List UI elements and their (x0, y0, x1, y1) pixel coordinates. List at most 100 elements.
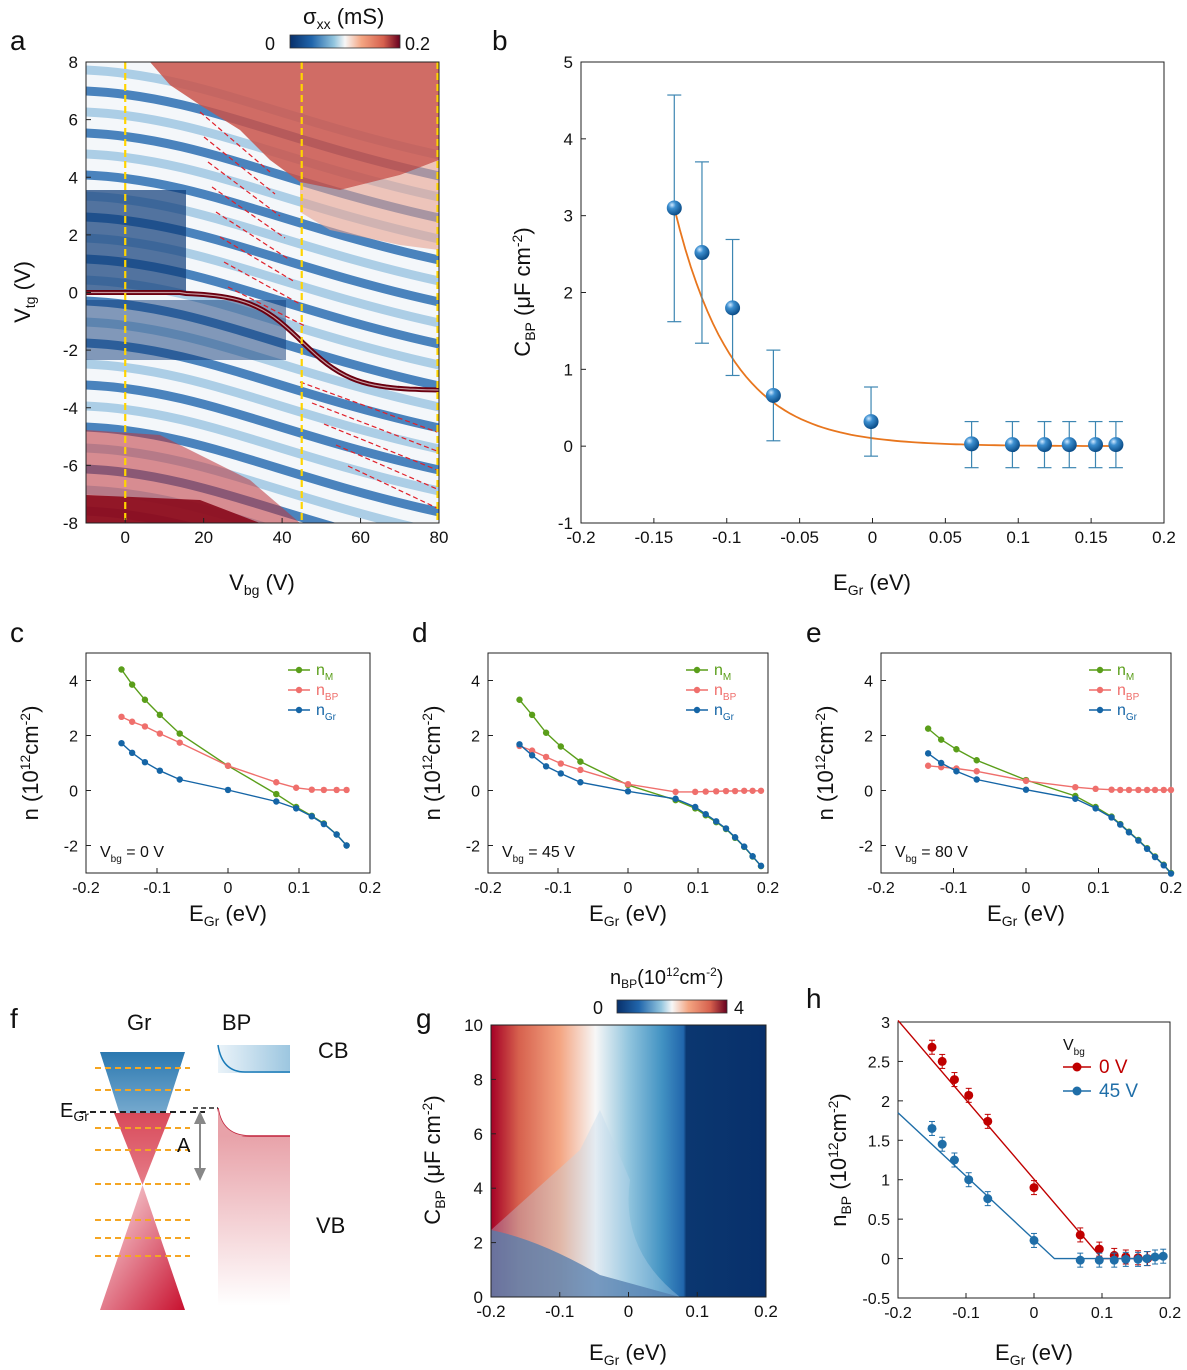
ll-stripe (86, 170, 439, 265)
data-point-c (308, 813, 315, 820)
schematic-bp-label: BP (222, 1010, 251, 1035)
data-point-d (702, 788, 709, 795)
y-tick-label-e: 4 (864, 674, 873, 691)
data-point-d (713, 788, 720, 795)
data-point-d (577, 779, 584, 786)
data-point-h (927, 1123, 937, 1133)
data-point-h (949, 1075, 959, 1085)
panel-label-d: d (412, 617, 428, 648)
x-axis-label-c: EGr (eV) (189, 901, 267, 929)
annotation-d: Vbg = 45 V (502, 844, 575, 865)
legend-label-c: nGr (316, 702, 337, 723)
legend-marker-h (1072, 1062, 1082, 1072)
data-point-c (128, 749, 136, 757)
data-point-b (765, 387, 781, 403)
x-tick-label-b: -0.2 (566, 528, 595, 547)
legend-marker-e (1096, 686, 1104, 694)
data-point-d (557, 743, 564, 750)
data-point-c (118, 666, 125, 673)
data-point-e (1151, 786, 1159, 794)
x-tick-label-c: 0 (224, 880, 233, 897)
x-tick-label-b: -0.1 (712, 528, 741, 547)
annotation-c: Vbg = 0 V (100, 844, 164, 865)
ll-stripe (86, 401, 439, 496)
x-tick-label-b: 0.15 (1075, 528, 1108, 547)
series-line-e-BP (928, 765, 1171, 791)
data-point-d (692, 803, 699, 811)
offset-a-label: A (177, 1135, 191, 1157)
legend-marker-d (693, 666, 701, 674)
legend-label-c: nBP (316, 682, 339, 703)
legend-label-d: nM (714, 662, 731, 683)
x-tick-label-g: 0 (624, 1302, 633, 1321)
data-point-h (1094, 1255, 1104, 1265)
data-point-e (1125, 786, 1133, 794)
x-axis-label-e: EGr (eV) (987, 901, 1065, 929)
x-tick-label-b: 0.2 (1152, 528, 1176, 547)
x-tick-label-h: -0.2 (884, 1305, 912, 1322)
legend-marker-d (693, 706, 701, 714)
y-tick-label-h: 1.5 (868, 1133, 890, 1150)
y-tick-label-b: 1 (564, 360, 573, 379)
x-axis-label-h: EGr (eV) (995, 1340, 1073, 1368)
data-point-h (1075, 1255, 1085, 1265)
data-point-c (141, 723, 149, 730)
data-point-c (343, 786, 350, 794)
y-tick-label-b: 3 (564, 207, 573, 226)
data-point-c (156, 767, 164, 774)
data-point-c (118, 740, 125, 747)
data-point-e (1167, 870, 1175, 877)
series-line-d-BP (519, 745, 761, 793)
y-tick-label-h: 1 (881, 1173, 890, 1190)
heatmap-a-bottom-dark-red (86, 495, 260, 523)
data-point-c (176, 739, 183, 746)
y-tick-label-d: 0 (471, 784, 480, 801)
data-point-c (128, 681, 136, 688)
data-point-h (1109, 1255, 1119, 1265)
y-tick-label-a: 4 (69, 168, 78, 187)
data-point-c (273, 790, 280, 798)
data-point-c (308, 786, 315, 793)
data-point-e (1167, 786, 1175, 794)
y-tick-label-h: 0.5 (868, 1212, 890, 1229)
x-tick-label-e: 0 (1022, 880, 1031, 897)
y-tick-label-a: 6 (69, 111, 78, 130)
data-point-e (973, 776, 980, 783)
fit-curve-b (673, 207, 1116, 447)
schematic-vb-label: VB (316, 1213, 345, 1238)
colorbar-g-min: 0 (593, 998, 603, 1018)
legend-marker-d (693, 686, 701, 694)
data-point-h (1150, 1252, 1160, 1262)
y-axis-label-e: n (1012cm-2) (812, 706, 838, 821)
dirac-cone-lower (100, 1185, 185, 1310)
colorbar-a (289, 34, 401, 49)
x-tick-label-c: 0.1 (288, 880, 310, 897)
legend-label-d: nGr (714, 702, 735, 723)
x-tick-label-c: -0.1 (143, 880, 171, 897)
data-point-d (542, 763, 550, 770)
x-tick-label-d: -0.2 (474, 880, 502, 897)
data-point-e (937, 759, 945, 767)
y-axis-label-h: nBP (1012cm-2) (825, 1093, 854, 1227)
data-point-h (983, 1116, 993, 1126)
colorbar-g-label: nBP(1012cm-2) (610, 965, 723, 991)
data-point-e (1072, 795, 1079, 802)
ll-stripe (86, 380, 439, 475)
data-point-d (528, 752, 536, 759)
data-point-c (320, 820, 328, 828)
data-point-b (1004, 437, 1020, 453)
red-dash-line (215, 211, 291, 261)
panel-g-heatmap: nBP(1012cm-2) 0 4 -0.2 -0.1 0 0.1 0.2 0 2 4 6 8 10… (419, 965, 778, 1368)
y-tick-label-e: 0 (864, 784, 873, 801)
legend-marker-c (295, 686, 303, 694)
data-point-e (1160, 786, 1167, 794)
data-point-c (141, 758, 149, 766)
colorbar-g (616, 999, 728, 1014)
heatmap-a-upper-pink-region (300, 160, 439, 250)
data-point-c (320, 786, 328, 794)
x-tick-label-h: 0 (1030, 1305, 1039, 1322)
y-tick-label-a: -6 (63, 456, 78, 475)
data-point-e (973, 757, 980, 764)
